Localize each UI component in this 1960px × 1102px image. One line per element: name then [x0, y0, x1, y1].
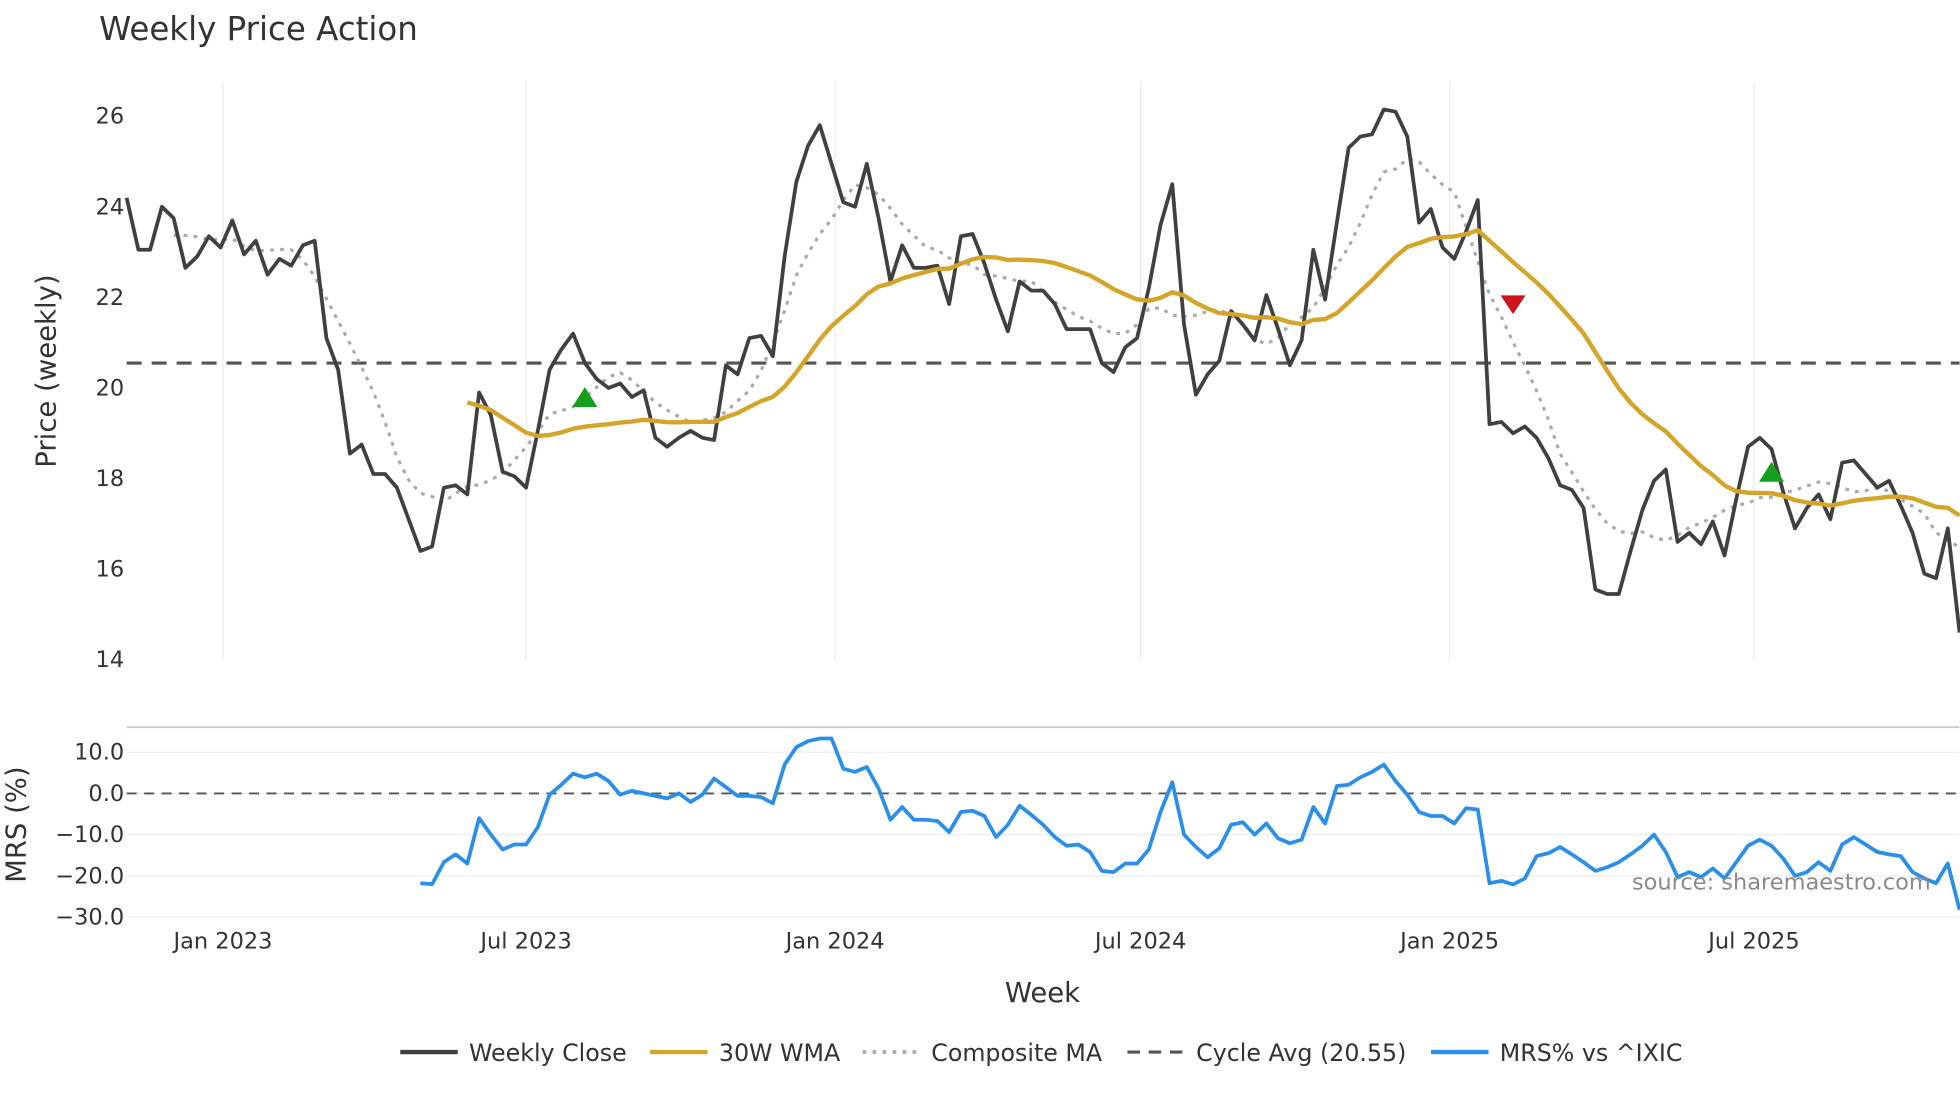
- chart-title: Weekly Price Action: [99, 10, 418, 48]
- lower-y-tick-label: −20.0: [55, 863, 124, 889]
- lower-y-tick-label: 10.0: [74, 740, 124, 766]
- lower-y-tick-label: −30.0: [55, 905, 124, 931]
- y-axis-label: Price (weekly): [30, 274, 62, 467]
- x-tick-label: Jan 2024: [784, 928, 885, 954]
- legend-label: Composite MA: [931, 1039, 1103, 1067]
- y-tick-label: 22: [96, 285, 125, 311]
- y-tick-label: 16: [96, 557, 125, 583]
- y-tick-label: 24: [96, 194, 125, 220]
- legend-label: Cycle Avg (20.55): [1196, 1039, 1406, 1067]
- legend: Weekly Close 30W WMA Composite MA Cycle Avg…: [400, 1039, 1682, 1067]
- x-tick-label: Jul 2023: [478, 928, 571, 954]
- x-tick-label: Jan 2023: [171, 928, 272, 954]
- buy-signal-marker: [572, 387, 598, 408]
- y-tick-label: 14: [96, 647, 125, 673]
- buy-signal-marker: [1759, 461, 1785, 482]
- wma-30w-line: [466, 227, 1960, 518]
- x-axis-label: Week: [1005, 977, 1080, 1009]
- y-tick-label: 26: [96, 104, 125, 130]
- x-tick-label: Jul 2025: [1706, 928, 1799, 954]
- composite-ma-line: [173, 157, 1960, 549]
- lower-y-axis-label: MRS (%): [0, 766, 32, 883]
- weekly-close-line: [124, 107, 1960, 633]
- lower-y-tick-label: 0.0: [88, 781, 124, 807]
- x-tick-label: Jan 2025: [1398, 928, 1499, 954]
- sell-signal-marker: [1500, 295, 1526, 315]
- mrs-line: [420, 736, 1960, 911]
- lower-y-tick-label: −10.0: [55, 822, 124, 848]
- x-tick-label: Jul 2024: [1093, 928, 1186, 954]
- legend-label: MRS% vs ^IXIC: [1500, 1039, 1683, 1067]
- y-tick-label: 20: [96, 375, 125, 401]
- watermark: source: sharemaestro.com: [1632, 870, 1931, 896]
- legend-label: 30W WMA: [719, 1039, 841, 1067]
- legend-label: Weekly Close: [469, 1039, 627, 1067]
- y-tick-label: 18: [96, 466, 125, 492]
